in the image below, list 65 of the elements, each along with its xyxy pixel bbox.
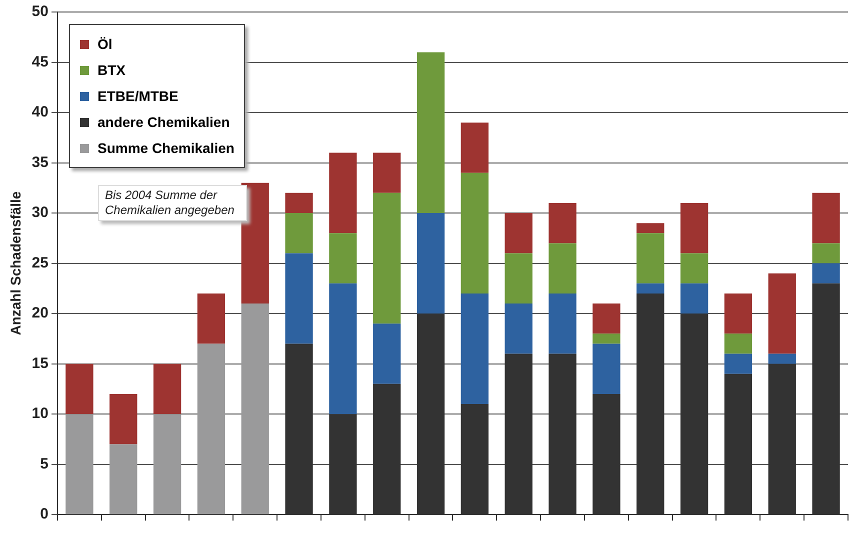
bar [329, 233, 357, 284]
y-tick-label: 5 [40, 455, 48, 472]
bar [373, 152, 401, 193]
y-tick-label: 15 [32, 354, 48, 372]
bar [768, 273, 796, 354]
bar [241, 182, 269, 304]
bar [504, 304, 532, 354]
legend-label: andere Chemikalien [96, 113, 231, 132]
bar [724, 354, 752, 374]
bar [812, 263, 840, 284]
y-tick-label: 45 [32, 53, 48, 70]
bar [460, 172, 489, 294]
legend-label: ETBE/MTBE [96, 87, 180, 106]
bar [153, 364, 182, 414]
y-tick-label: 0 [40, 506, 48, 523]
bar [812, 243, 840, 264]
bar [548, 202, 576, 244]
legend-label: BTX [96, 61, 126, 80]
y-tick-label: 40 [32, 104, 48, 121]
bar [197, 344, 226, 514]
bar [504, 213, 532, 254]
bar [636, 283, 664, 294]
y-tick-label: 35 [32, 154, 48, 171]
bar [680, 202, 708, 254]
legend-label: Öl [96, 35, 114, 54]
bar [636, 233, 664, 284]
legend-label: Summe Chemikalien [96, 139, 234, 158]
bar [768, 354, 796, 364]
annotation: Bis 2004 Summe der Chemikalien angegeben [98, 185, 247, 221]
bar [416, 52, 445, 214]
bar [66, 364, 94, 414]
y-tick-label: 50 [32, 3, 48, 20]
y-tick-label: 10 [32, 405, 48, 422]
bar [197, 293, 226, 344]
bar [241, 304, 269, 514]
bar [724, 293, 752, 334]
bar [285, 192, 313, 214]
bar [680, 253, 708, 284]
bar [285, 213, 313, 254]
bar [812, 192, 840, 244]
bar [153, 414, 182, 514]
y-axis-title: Anzahl Schadensfälle [7, 191, 24, 336]
bar [724, 334, 752, 354]
bar [680, 283, 708, 314]
bar [329, 283, 357, 414]
bar [636, 223, 664, 234]
bar [66, 414, 94, 514]
bar [110, 444, 138, 514]
bar [592, 334, 620, 344]
y-tick-label: 30 [32, 204, 48, 222]
bar [110, 394, 138, 444]
bar [373, 324, 401, 384]
bar [548, 293, 576, 354]
bar [548, 243, 576, 294]
bar [416, 213, 445, 314]
bar [460, 293, 489, 404]
bar [504, 253, 532, 304]
y-tick-label: 25 [32, 254, 48, 272]
bar [460, 122, 489, 173]
bar [373, 192, 401, 324]
y-tick-label: 20 [32, 304, 48, 322]
bar [285, 253, 313, 344]
bar [592, 304, 620, 334]
bar [592, 344, 620, 394]
bar [329, 152, 357, 234]
